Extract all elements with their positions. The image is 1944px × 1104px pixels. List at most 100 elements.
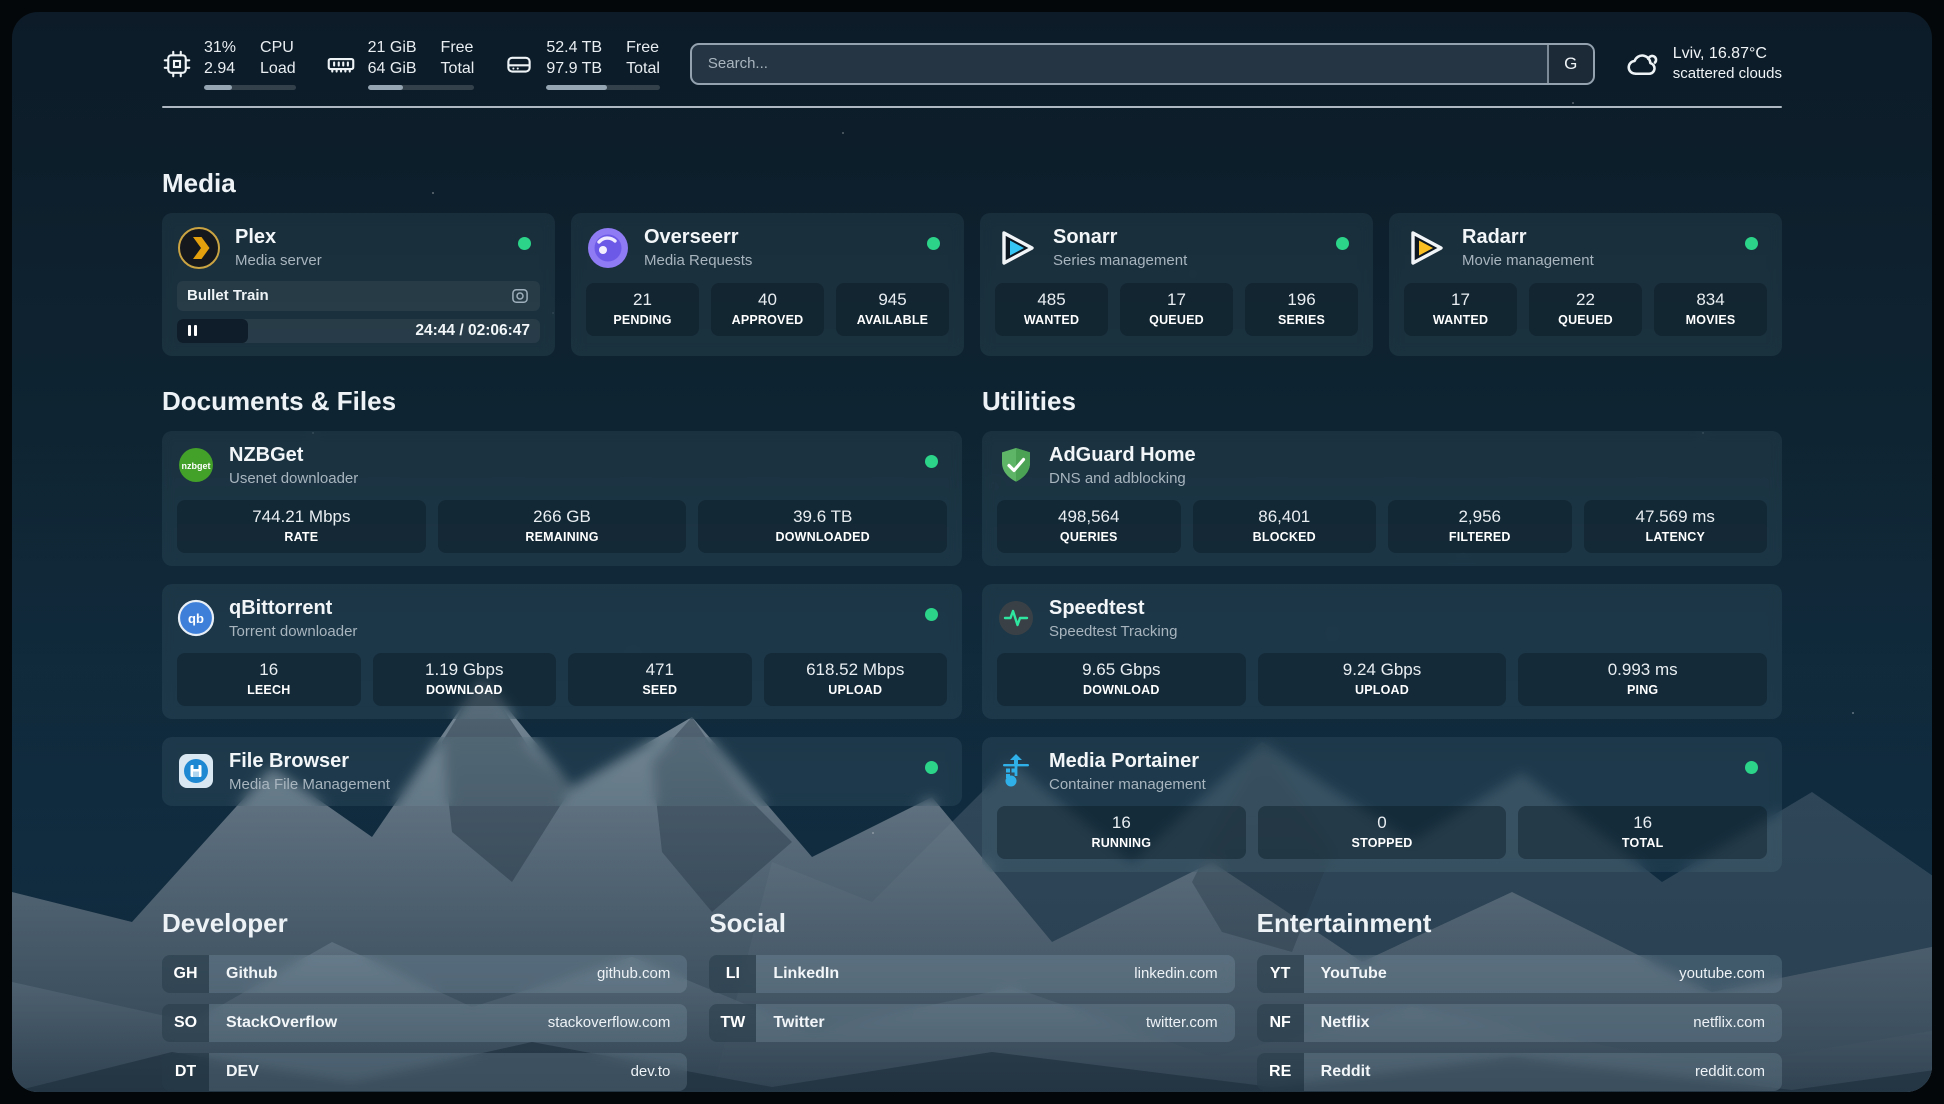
service-name: NZBGet <box>229 443 304 466</box>
snow-particles <box>12 12 14 14</box>
playback-progress-fill <box>177 318 248 343</box>
status-online-dot <box>925 454 938 468</box>
entertainment-column: Entertainment YT YouTube youtube.com NF … <box>1256 908 1782 1092</box>
service-description: Movie management <box>1462 252 1594 270</box>
bookmark-dev[interactable]: DT DEV dev.to <box>162 1052 688 1091</box>
status-online-dot <box>1745 236 1758 250</box>
bookmark-name: Reddit <box>1320 1062 1371 1080</box>
service-description: Media server <box>235 252 322 270</box>
weather-location-temp: Lviv, 16.87°C <box>1672 44 1767 62</box>
section-title-documents: Documents & Files <box>162 385 397 416</box>
bookmark-url: linkedin.com <box>1134 965 1218 983</box>
stat-total: 16 TOTAL <box>1518 805 1768 859</box>
bookmark-url: netflix.com <box>1693 1014 1765 1032</box>
cpu-chip-icon <box>163 50 191 78</box>
speedtest-stats: 9.65 Gbps DOWNLOAD 9.24 Gbps UPLOAD 0.99… <box>997 652 1768 706</box>
bookmark-name: Twitter <box>773 1013 825 1031</box>
stat-downloaded: 39.6 TB DOWNLOADED <box>698 499 948 553</box>
portainer-logo <box>1003 754 1029 787</box>
cpu-label-2: Load <box>260 59 296 77</box>
service-name: Speedtest <box>1049 596 1145 619</box>
portainer-stats: 16 RUNNING 0 STOPPED 16 TOTAL <box>997 805 1768 859</box>
service-card-sonarr[interactable]: Sonarr Series management 485 WANTED 17 Q… <box>980 212 1373 356</box>
now-playing-title: Bullet Train <box>187 287 269 305</box>
playback-time: 24:44 / 02:06:47 <box>415 321 530 339</box>
qbittorrent-logo: qb <box>177 599 215 637</box>
stat-series: 196 SERIES <box>1245 282 1358 336</box>
service-card-adguard[interactable]: AdGuard Home DNS and adblocking 498,564 … <box>982 430 1782 566</box>
bookmark-name: LinkedIn <box>773 964 840 982</box>
bookmark-github[interactable]: GH Github github.com <box>162 954 688 993</box>
service-card-qbittorrent[interactable]: qb qBittorrent Torrent downloader 16 <box>162 583 962 719</box>
service-name: File Browser <box>229 749 350 772</box>
service-card-radarr[interactable]: Radarr Movie management 17 WANTED 22 QUE… <box>1389 212 1782 356</box>
cpu-progress-bar <box>204 84 296 90</box>
service-description: Container management <box>1049 775 1206 793</box>
service-card-filebrowser[interactable]: File Browser Media File Management <box>162 736 962 806</box>
bookmark-linkedin[interactable]: LI LinkedIn linkedin.com <box>709 954 1235 993</box>
bookmark-stackoverflow[interactable]: SO StackOverflow stackoverflow.com <box>162 1003 688 1042</box>
service-card-speedtest[interactable]: Speedtest Speedtest Tracking 9.65 Gbps D… <box>982 583 1782 719</box>
plex-logo <box>178 226 220 269</box>
service-card-plex[interactable]: Plex Media server Bullet Train <box>162 212 555 356</box>
bookmark-name: YouTube <box>1320 964 1387 982</box>
service-description: Media File Management <box>229 775 390 793</box>
search-bar[interactable]: G <box>689 42 1595 85</box>
overseerr-stats: 21 PENDING 40 APPROVED 945 AVAILABLE <box>586 282 949 336</box>
memory-progress-bar <box>367 84 475 90</box>
documents-column: Documents & Files nzbget NZBGet Usenet d… <box>162 386 962 872</box>
disk-value-free: 52.4 TB <box>546 39 603 56</box>
bookmark-name: DEV <box>226 1062 259 1080</box>
stat-queued: 17 QUEUED <box>1120 282 1233 336</box>
bookmark-abbr: TW <box>709 1003 757 1042</box>
qbittorrent-stats: 16 LEECH 1.19 Gbps DOWNLOAD 471 SEED <box>177 652 947 706</box>
service-card-nzbget[interactable]: nzbget NZBGet Usenet downloader 744.21 M… <box>162 430 962 566</box>
speedtest-logo <box>999 601 1033 636</box>
adguard-logo <box>1002 448 1030 482</box>
service-name: Plex <box>235 226 277 249</box>
service-card-portainer[interactable]: Media Portainer Container management 16 … <box>982 736 1782 872</box>
bookmark-reddit[interactable]: RE Reddit reddit.com <box>1256 1052 1782 1091</box>
section-title-media: Media <box>162 167 236 198</box>
bookmark-name: Netflix <box>1320 1013 1370 1031</box>
bookmark-abbr: YT <box>1256 954 1304 993</box>
media-card-grid: Plex Media server Bullet Train <box>162 212 1782 356</box>
stat-blocked: 86,401 BLOCKED <box>1192 499 1376 553</box>
section-title-social: Social <box>709 907 786 938</box>
bookmark-twitter[interactable]: TW Twitter twitter.com <box>709 1003 1235 1042</box>
service-card-overseerr[interactable]: Overseerr Media Requests 21 PENDING 40 A… <box>571 212 964 356</box>
media-thumbnail-icon <box>512 288 528 303</box>
service-description: Speedtest Tracking <box>1049 622 1178 640</box>
sonarr-stats: 485 WANTED 17 QUEUED 196 SERIES <box>995 282 1358 336</box>
utilities-column: Utilities AdGuard Home DNS <box>982 386 1782 872</box>
cpu-widget: 31% 2.94 CPU Load <box>162 38 296 90</box>
bookmark-youtube[interactable]: YT YouTube youtube.com <box>1256 954 1782 993</box>
svg-text:qb: qb <box>188 611 204 626</box>
now-playing-row: Bullet Train <box>177 280 540 311</box>
bookmark-netflix[interactable]: NF Netflix netflix.com <box>1256 1003 1782 1042</box>
bookmark-url: github.com <box>596 965 671 983</box>
cpu-value-load: 2.94 <box>204 59 236 77</box>
stat-leech: 16 LEECH <box>177 652 361 706</box>
stat-ping: 0.993 ms PING <box>1518 652 1768 706</box>
service-name: AdGuard Home <box>1049 443 1196 466</box>
search-input[interactable] <box>691 44 1547 83</box>
weather-widget: Lviv, 16.87°C scattered clouds <box>1625 44 1782 84</box>
stat-wanted: 485 WANTED <box>995 282 1108 336</box>
hard-drive-icon <box>507 56 532 73</box>
bookmark-abbr: LI <box>709 954 757 993</box>
developer-column: Developer GH Github github.com SO StackO… <box>162 908 688 1092</box>
stat-running: 16 RUNNING <box>997 805 1246 859</box>
stat-wanted: 17 WANTED <box>1404 282 1517 336</box>
stat-seed: 471 SEED <box>568 652 752 706</box>
bookmark-url: dev.to <box>630 1063 671 1081</box>
status-online-dot <box>1745 760 1758 774</box>
stat-queries: 498,564 QUERIES <box>997 499 1181 553</box>
stat-download: 1.19 Gbps DOWNLOAD <box>372 652 556 706</box>
nzbget-logo: nzbget <box>179 448 213 483</box>
status-online-dot <box>927 236 940 250</box>
stat-pending: 21 PENDING <box>586 282 699 336</box>
service-description: Media Requests <box>644 252 753 270</box>
service-name: Media Portainer <box>1049 749 1200 772</box>
cpu-value-percent: 31% <box>204 39 237 56</box>
